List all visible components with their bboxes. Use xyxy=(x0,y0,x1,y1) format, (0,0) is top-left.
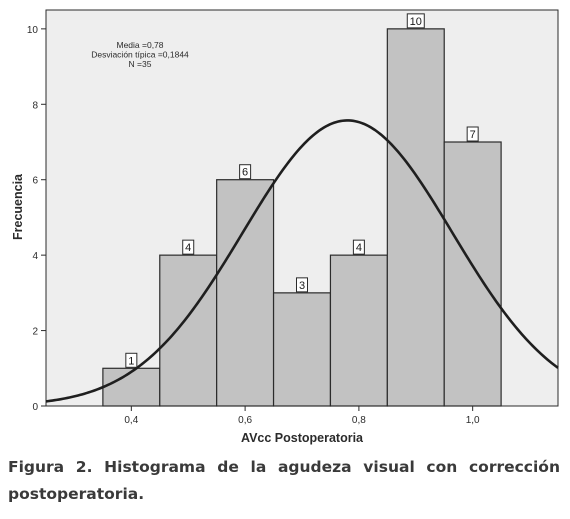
count-label-6: 10 xyxy=(410,16,422,28)
count-label-box-7 xyxy=(466,126,479,142)
histogram-bar-1 xyxy=(102,367,161,407)
stats-line-3: N =35 xyxy=(129,59,152,69)
count-label-box-3 xyxy=(239,164,252,180)
axes-group: 0 2 4 6 8 10 0,4 0,6 0,8 1,0 xyxy=(27,25,480,426)
count-label-box-6 xyxy=(406,13,425,29)
stats-line-1: Media =0,78 xyxy=(116,40,163,50)
y-tick-label-2: 4 xyxy=(32,251,38,262)
count-labels-group: 1 4 6 3 4 10 7 xyxy=(125,13,479,368)
stats-line-2: Desviación típica =0,1844 xyxy=(91,50,189,60)
histogram-bar-5 xyxy=(329,254,388,407)
histogram-bar-6 xyxy=(386,28,445,407)
histogram-bar-4 xyxy=(272,292,332,407)
count-label-4: 3 xyxy=(299,280,305,292)
x-tick-label-1: 0,6 xyxy=(238,415,252,426)
y-axis-label: Frecuencia xyxy=(11,173,25,240)
x-tick-label-0: 0,4 xyxy=(124,415,138,426)
histogram-bar-3 xyxy=(216,179,275,407)
count-label-box-4 xyxy=(296,277,308,293)
count-label-1: 1 xyxy=(128,355,134,367)
histogram-chart: 1 4 6 3 4 10 7 0 2 4 6 8 10 0,4 0,6 0,8 1,0 Media =0,78… xyxy=(11,9,559,445)
y-tick-label-5: 10 xyxy=(27,25,39,36)
figure-caption: Figura 2. Histograma de la agudeza visua… xyxy=(8,458,560,503)
count-label-3: 6 xyxy=(242,167,248,179)
count-label-5: 4 xyxy=(356,242,362,254)
count-label-2: 4 xyxy=(185,242,191,254)
histogram-bar-2 xyxy=(159,254,218,407)
y-tick-label-4: 8 xyxy=(32,100,38,111)
x-axis-label: AVcc Postoperatoria xyxy=(241,431,364,445)
y-tick-label-0: 0 xyxy=(32,402,38,413)
x-tick-label-2: 0,8 xyxy=(352,415,366,426)
y-tick-label-3: 6 xyxy=(32,176,38,187)
x-tick-label-3: 1,0 xyxy=(466,415,480,426)
count-label-7: 7 xyxy=(470,129,476,141)
count-label-box-1 xyxy=(125,352,138,368)
y-tick-label-1: 2 xyxy=(32,327,38,338)
histogram-bar-7 xyxy=(443,141,502,407)
normal-curve xyxy=(45,119,559,403)
count-label-box-2 xyxy=(182,239,195,255)
bars-group xyxy=(102,28,502,407)
count-label-box-5 xyxy=(352,239,365,255)
